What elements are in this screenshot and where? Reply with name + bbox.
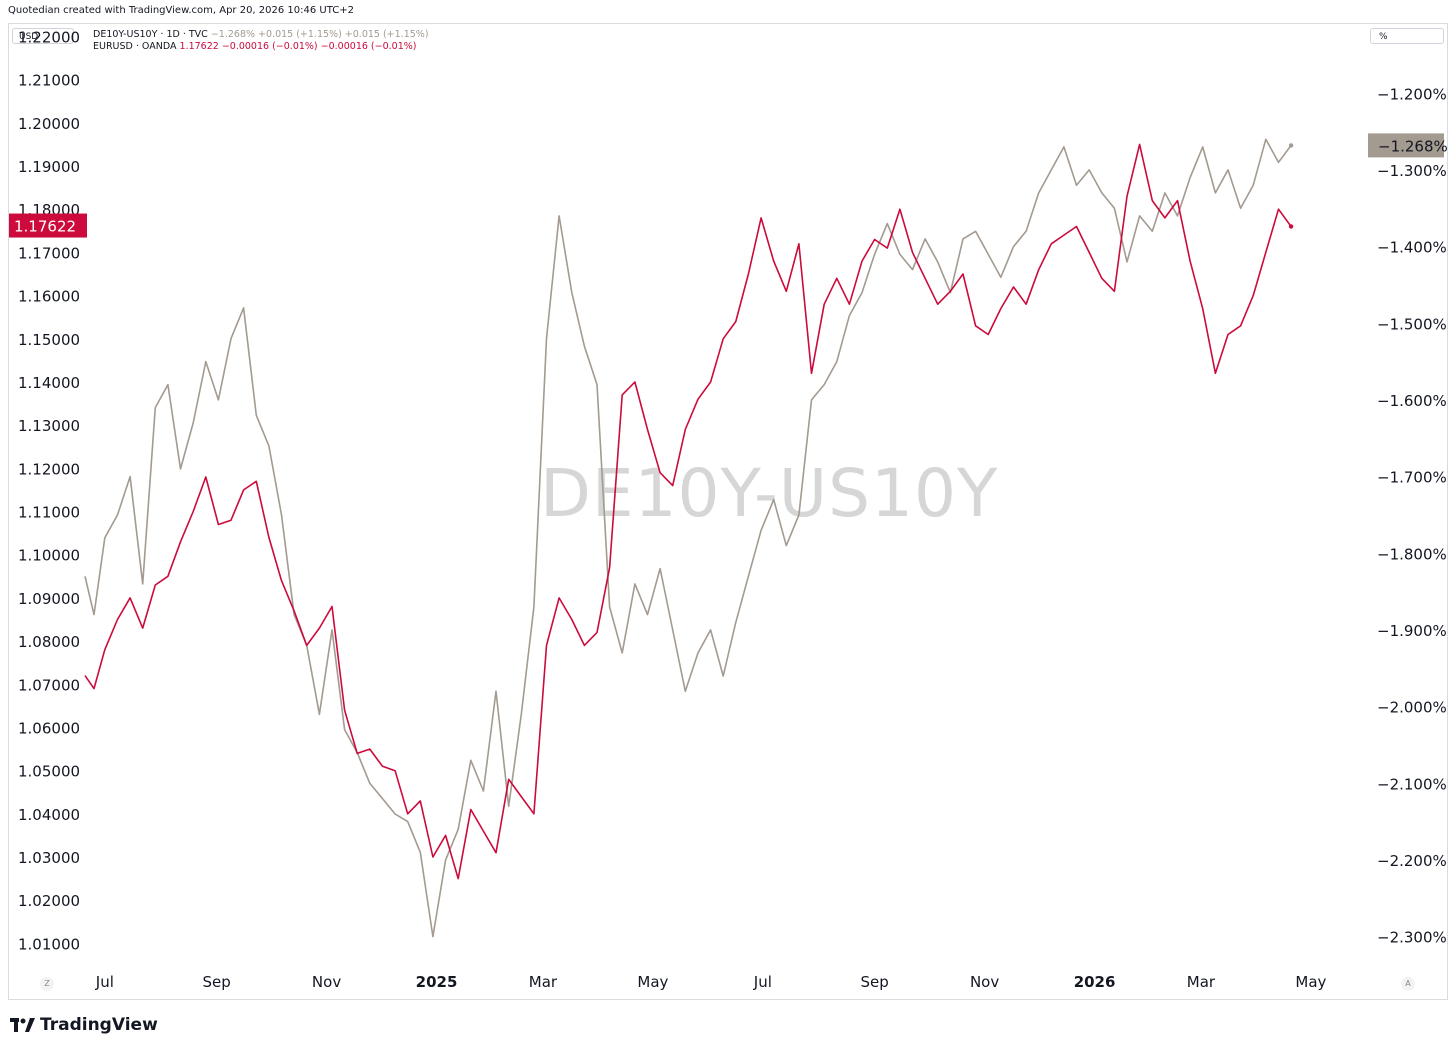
left-axis-tick-label: 1.12000 <box>18 460 80 478</box>
tradingview-logo-text: TradingView <box>40 1015 158 1035</box>
auto-scale-left-button[interactable]: Z <box>40 977 54 991</box>
left-axis-tick-label: 1.02000 <box>18 892 80 910</box>
x-axis-tick-label: Mar <box>529 973 558 991</box>
left-axis-tick-label: 1.09000 <box>18 590 80 608</box>
left-axis-tick-label: 1.16000 <box>18 288 80 306</box>
left-axis-tick-label: 1.11000 <box>18 504 80 522</box>
left-axis-tick-label: 1.01000 <box>18 935 80 953</box>
series-line-eurusd <box>84 143 1292 880</box>
right-axis-tick-label: −2.300% <box>1377 929 1447 947</box>
left-axis-tick-label: 1.22000 <box>18 28 80 46</box>
legend-eurusd-name: EURUSD · OANDA <box>93 41 177 52</box>
right-axis-tick-label: −1.700% <box>1377 469 1447 487</box>
left-axis-tick-label: 1.06000 <box>18 719 80 737</box>
right-axis-tick-label: −1.300% <box>1377 162 1447 180</box>
legend-spread[interactable]: DE10Y-US10Y · 1D · TVC −1.268% +0.015 (+… <box>93 29 429 40</box>
x-axis-tick-label: 2025 <box>416 973 458 991</box>
right-axis-tick-label: −2.000% <box>1377 699 1447 717</box>
x-axis-tick-label: 2026 <box>1074 973 1116 991</box>
left-axis-tick-label: 1.19000 <box>18 158 80 176</box>
right-axis-tick-label: −1.200% <box>1377 85 1447 103</box>
left-axis-tick-label: 1.14000 <box>18 374 80 392</box>
left-axis-tick-label: 1.08000 <box>18 633 80 651</box>
series-line-de10y-us10y <box>84 138 1292 938</box>
left-axis-tick-label: 1.15000 <box>18 331 80 349</box>
auto-scale-right-button[interactable]: A <box>1401 977 1415 991</box>
legend-eurusd[interactable]: EURUSD · OANDA 1.17622 −0.00016 (−0.01%)… <box>93 41 416 52</box>
right-axis-tick-label: −1.400% <box>1377 239 1447 257</box>
right-axis-tick-label: −1.500% <box>1377 315 1447 333</box>
left-axis-tick-label: 1.20000 <box>18 115 80 133</box>
right-axis-tick-label: −1.600% <box>1377 392 1447 410</box>
left-axis-tick-label: 1.17000 <box>18 244 80 262</box>
x-axis-tick-label: May <box>637 973 668 991</box>
left-axis-tick-label: 1.13000 <box>18 417 80 435</box>
left-scale-selector[interactable]: USD <box>12 28 74 44</box>
spread-last-value-badge <box>1368 133 1444 158</box>
chart-frame <box>8 23 1448 1000</box>
right-axis-tick-label: −1.900% <box>1377 622 1447 640</box>
left-axis-tick-label: 1.10000 <box>18 547 80 565</box>
left-axis-tick-label: 1.07000 <box>18 676 80 694</box>
tradingview-logo: TradingView <box>10 1015 158 1035</box>
left-axis-tick-label: 1.05000 <box>18 763 80 781</box>
x-axis-tick-label: Sep <box>202 973 230 991</box>
series-last-point-eurusd <box>1288 224 1294 229</box>
x-axis-tick-label: Jul <box>753 973 772 991</box>
x-axis-tick-label: May <box>1295 973 1326 991</box>
x-axis-tick-label: Nov <box>312 973 341 991</box>
left-axis-tick-label: 1.21000 <box>18 72 80 90</box>
legend-spread-values: −1.268% +0.015 (+1.15%) +0.015 (+1.15%) <box>210 29 429 40</box>
x-axis-tick-label: Jul <box>95 973 114 991</box>
right-axis-tick-label: −1.800% <box>1377 545 1447 563</box>
series-last-point-de10y-us10y <box>1288 143 1294 148</box>
legend-eurusd-values: 1.17622 −0.00016 (−0.01%) −0.00016 (−0.0… <box>179 41 417 52</box>
x-axis-tick-label: Sep <box>860 973 888 991</box>
tradingview-logo-icon <box>10 1018 35 1032</box>
x-axis-tick-label: Mar <box>1187 973 1216 991</box>
x-axis-tick-label: Nov <box>970 973 999 991</box>
right-axis-tick-label: −2.200% <box>1377 852 1447 870</box>
left-axis-tick-label: 1.04000 <box>18 806 80 824</box>
legend-spread-name: DE10Y-US10Y · 1D · TVC <box>93 29 208 40</box>
eurusd-last-value-badge <box>9 213 87 238</box>
spread-last-value-label: −1.268% <box>1378 137 1448 155</box>
left-axis-tick-label: 1.03000 <box>18 849 80 867</box>
eurusd-last-value-label: 1.17622 <box>14 218 76 236</box>
header-text: Quotedian created with TradingView.com, … <box>8 5 354 16</box>
right-scale-selector[interactable]: % <box>1370 28 1444 44</box>
right-axis-tick-label: −2.100% <box>1377 775 1447 793</box>
